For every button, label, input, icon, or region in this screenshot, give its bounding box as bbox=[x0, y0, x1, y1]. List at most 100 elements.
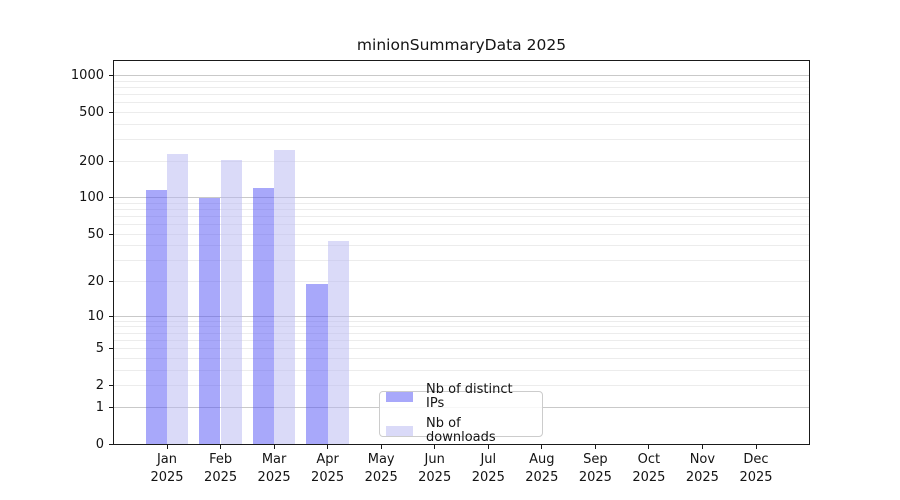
x-label-month: Jan bbox=[156, 452, 178, 467]
x-tick bbox=[166, 445, 168, 449]
gridline-minor bbox=[114, 384, 809, 386]
gridline-minor bbox=[114, 160, 809, 162]
gridline-minor bbox=[114, 86, 809, 88]
x-tick-label: Dec 2025 bbox=[739, 451, 772, 486]
x-tick bbox=[434, 445, 436, 449]
gridline-major bbox=[114, 315, 809, 317]
gridline-minor bbox=[114, 202, 809, 204]
gridline-minor bbox=[114, 339, 809, 341]
legend-label-distinct-ips: Nb of distinct IPs bbox=[426, 382, 513, 411]
gridline-major bbox=[114, 197, 809, 199]
y-tick bbox=[109, 315, 113, 317]
x-tick-label: Jan 2025 bbox=[150, 451, 183, 486]
x-label-month: Feb bbox=[209, 452, 233, 467]
x-label-month: Nov bbox=[689, 452, 716, 467]
x-label-year: 2025 bbox=[364, 469, 398, 485]
y-tick-label: 20 bbox=[87, 274, 104, 290]
y-tick-label: 5 bbox=[95, 340, 104, 356]
gridline-minor bbox=[114, 326, 809, 328]
x-label-month: Mar bbox=[261, 452, 287, 467]
gridline-minor bbox=[114, 123, 809, 125]
x-label-year: 2025 bbox=[150, 469, 184, 485]
gridline-minor bbox=[114, 332, 809, 334]
y-tick-label: 100 bbox=[79, 190, 104, 206]
y-tick-label: 10 bbox=[87, 308, 104, 324]
legend-item-distinct-ips: Nb of distinct IPs bbox=[386, 383, 534, 411]
x-label-month: Apr bbox=[316, 452, 339, 467]
gridline-minor bbox=[114, 80, 809, 82]
gridline-minor bbox=[114, 281, 809, 283]
chart-title: minionSummaryData 2025 bbox=[356, 36, 567, 54]
gridline-minor bbox=[114, 224, 809, 226]
gridline-minor bbox=[114, 260, 809, 262]
gridline-minor bbox=[114, 320, 809, 322]
y-tick-label: 2 bbox=[95, 377, 104, 393]
gridline-major bbox=[114, 74, 809, 76]
x-label-month: Sep bbox=[583, 452, 608, 467]
x-tick bbox=[541, 445, 543, 449]
bar-feb-distinct-ips bbox=[199, 197, 221, 444]
x-label-month: May bbox=[367, 452, 395, 467]
x-tick bbox=[755, 445, 757, 449]
x-tick bbox=[273, 445, 275, 449]
gridline-minor bbox=[114, 233, 809, 235]
x-tick bbox=[487, 445, 489, 449]
gridline-minor bbox=[114, 111, 809, 113]
x-label-year: 2025 bbox=[525, 469, 559, 485]
legend: Nb of distinct IPs Nb of downloads bbox=[379, 383, 543, 445]
gridline-minor bbox=[114, 216, 809, 218]
gridline-minor bbox=[114, 102, 809, 104]
x-label-year: 2025 bbox=[685, 469, 719, 485]
x-label-year: 2025 bbox=[739, 469, 773, 485]
x-tick-label: Apr 2025 bbox=[311, 451, 344, 486]
bar-apr-downloads bbox=[327, 240, 349, 444]
y-tick bbox=[109, 384, 113, 386]
x-tick-label: Nov 2025 bbox=[686, 451, 719, 486]
y-tick bbox=[109, 233, 113, 235]
y-tick bbox=[109, 160, 113, 162]
x-tick-label: Jul 2025 bbox=[472, 451, 505, 486]
y-tick bbox=[109, 74, 113, 76]
y-tick-label: 1 bbox=[95, 399, 104, 415]
x-label-month: Oct bbox=[637, 452, 661, 467]
x-label-year: 2025 bbox=[578, 469, 612, 485]
x-tick bbox=[701, 445, 703, 449]
y-tick-label: 50 bbox=[87, 226, 104, 242]
x-label-month: Jun bbox=[424, 452, 445, 467]
x-label-year: 2025 bbox=[418, 469, 452, 485]
y-tick-label: 200 bbox=[79, 153, 104, 169]
y-tick bbox=[109, 406, 113, 408]
legend-item-downloads: Nb of downloads bbox=[386, 417, 534, 445]
x-tick-label: Sep 2025 bbox=[579, 451, 612, 486]
bar-mar-downloads bbox=[274, 150, 296, 444]
x-label-month: Jul bbox=[480, 452, 497, 467]
x-label-month: Aug bbox=[529, 452, 555, 467]
gridline-minor bbox=[114, 347, 809, 349]
x-label-year: 2025 bbox=[257, 469, 291, 485]
y-tick bbox=[109, 111, 113, 113]
legend-swatch-distinct-ips bbox=[386, 392, 413, 402]
x-tick-label: Jun 2025 bbox=[418, 451, 451, 486]
y-tick bbox=[109, 197, 113, 199]
gridline-minor bbox=[114, 369, 809, 371]
y-tick-label: 500 bbox=[79, 104, 104, 120]
x-tick-label: Oct 2025 bbox=[632, 451, 665, 486]
x-tick bbox=[648, 445, 650, 449]
bar-apr-distinct-ips bbox=[306, 284, 328, 444]
x-tick-label: Feb 2025 bbox=[204, 451, 237, 486]
x-label-year: 2025 bbox=[632, 469, 666, 485]
legend-label-downloads: Nb of downloads bbox=[426, 416, 496, 445]
bar-mar-distinct-ips bbox=[252, 188, 275, 444]
y-tick bbox=[109, 281, 113, 283]
x-label-month: Dec bbox=[743, 452, 769, 467]
gridline-minor bbox=[114, 357, 809, 359]
x-label-year: 2025 bbox=[471, 469, 505, 485]
x-tick-label: Aug 2025 bbox=[525, 451, 558, 486]
x-tick bbox=[380, 445, 382, 449]
x-tick bbox=[594, 445, 596, 449]
x-label-year: 2025 bbox=[311, 469, 345, 485]
bar-feb-downloads bbox=[220, 159, 242, 444]
legend-swatch-downloads bbox=[386, 426, 413, 436]
gridline-minor bbox=[114, 93, 809, 95]
